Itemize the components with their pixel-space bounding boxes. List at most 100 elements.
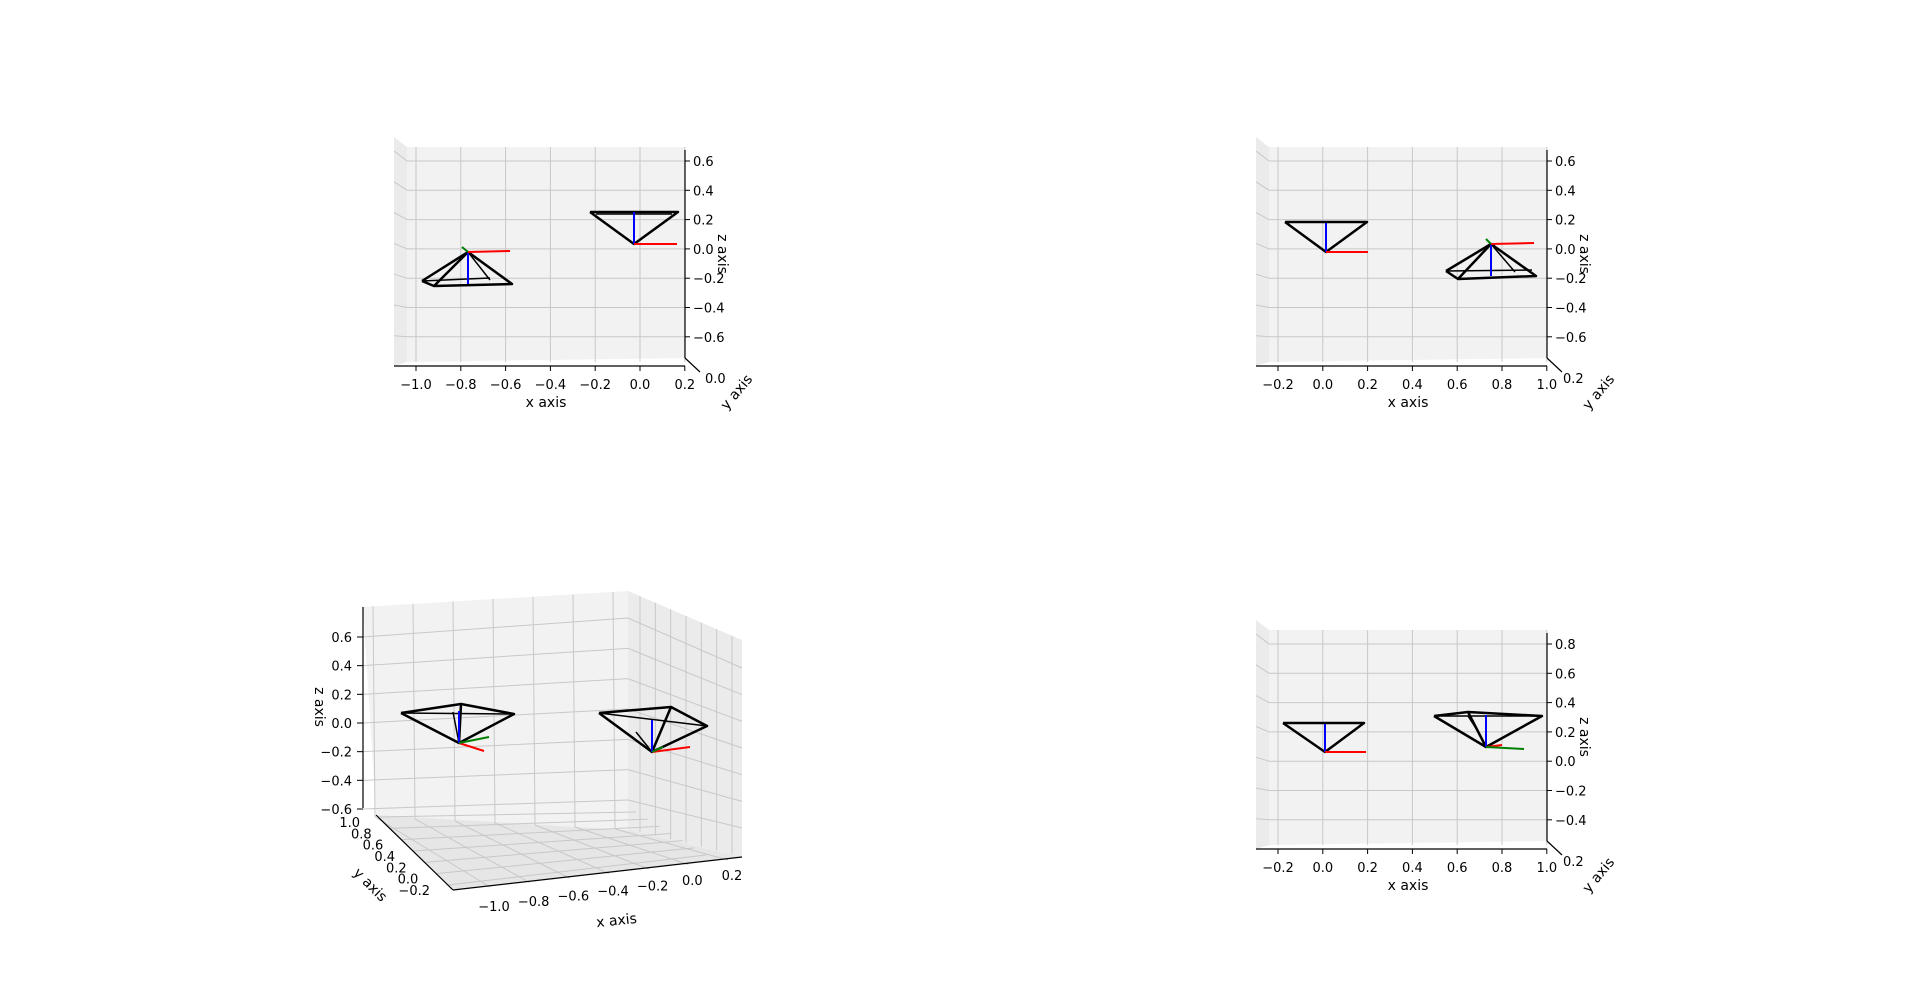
x-gridline-floor	[534, 824, 649, 870]
x-axis-label: x axis	[526, 395, 567, 411]
z-tick-labels: 0.6 0.4 0.2 0.0 −0.2 −0.4 −0.6	[693, 155, 725, 346]
x-tick-label: 0.8	[1492, 378, 1513, 393]
subplot-1: −1.0 −0.8 −0.6 −0.4 −0.2 0.0 0.2 0.60.40.20.0−…	[393, 137, 756, 413]
camera-y-arrow	[458, 736, 490, 744]
z-tick-label: −0.4	[1555, 814, 1587, 829]
side-gridline	[393, 304, 408, 308]
z-gridline	[362, 647, 629, 667]
side-gridline	[1255, 304, 1270, 308]
z-tick-label: 0.4	[693, 184, 714, 199]
z-gridline	[362, 617, 629, 638]
camera-y-arrow	[651, 746, 664, 753]
y-axis-line	[684, 357, 701, 373]
side-gridline	[393, 335, 408, 338]
subplot-2: −0.2 0.0 0.2 0.4 0.6 0.8 1.0 0.60.40.20.0−0.2−…	[1255, 137, 1618, 414]
x-axis-line	[452, 856, 743, 891]
side-gridline	[1255, 818, 1270, 821]
z-tick-label: −0.4	[1555, 302, 1587, 317]
y-tick-labels: 1.00.80.60.40.20.0−0.2	[339, 816, 430, 899]
z-axis-label: z axis	[311, 687, 327, 727]
y-gridline-floor	[389, 818, 648, 829]
camera-2	[598, 705, 709, 754]
x-tick-label: 1.0	[1536, 861, 1557, 876]
z-tick-label: −0.4	[693, 302, 725, 317]
x-tick-label: −0.6	[490, 378, 522, 393]
y-gridline-floor	[412, 833, 672, 852]
camera-x-arrow	[467, 250, 511, 253]
grid	[357, 591, 743, 888]
x-tick-label: −0.2	[579, 378, 611, 393]
x-tick-label: 0.2	[1357, 861, 1378, 876]
z-tick-label: −0.6	[1555, 331, 1587, 346]
y-gridline-floor	[447, 854, 707, 886]
pane-left	[1256, 620, 1269, 849]
pane-back	[1269, 630, 1547, 845]
subplot-4: −0.2 0.0 0.2 0.4 0.6 0.8 1.0 0.80.60.40.20.0−0…	[1255, 620, 1618, 896]
x-tick-label: −0.8	[518, 895, 550, 910]
y-tick-label: 0.8	[351, 827, 372, 842]
x-tick-label: 0.0	[1312, 861, 1333, 876]
x-tick-label: 0.0	[630, 378, 651, 393]
x-tick-label: 1.0	[1536, 378, 1557, 393]
x-tick-label: 0.0	[1312, 378, 1333, 393]
x-tick-label: 0.2	[722, 869, 743, 884]
z-tick-label: 0.8	[1555, 638, 1576, 653]
side-gridline	[1255, 335, 1270, 338]
side-gridline	[1255, 756, 1270, 762]
z-tick-label: −0.4	[320, 774, 352, 789]
x-tick-labels: −0.2 0.0 0.2 0.4 0.6 0.8 1.0	[1262, 861, 1557, 876]
y-gridline-floor	[436, 847, 695, 875]
x-gridline	[532, 596, 536, 826]
z-axis-label: z axis	[1576, 234, 1592, 274]
side-gridline	[1255, 242, 1270, 250]
y-tick-label: 0.0	[398, 873, 419, 888]
camera-x-arrow	[651, 746, 691, 753]
z-axis-label: z axis	[714, 234, 730, 274]
y-tick-label: 0.6	[363, 839, 384, 854]
side-gridline	[393, 212, 408, 221]
x-tick-label: 0.4	[1402, 861, 1423, 876]
z-gridline-side	[627, 678, 743, 722]
y-gridline-floor	[401, 825, 660, 841]
z-tick-labels: 0.8 0.6 0.4 0.2 0.0 −0.2 −0.4	[1555, 638, 1587, 829]
z-gridline	[362, 799, 629, 810]
z-gridline	[362, 738, 629, 753]
y-axis-label: y axis	[1580, 372, 1618, 414]
side-gridline	[393, 150, 408, 162]
y-axis-label: y axis	[350, 865, 390, 905]
y-gridline-floor	[377, 811, 637, 818]
z-tick-labels: 0.6 0.4 0.2 0.0 −0.2 −0.4 −0.6	[320, 631, 352, 818]
z-gridline	[362, 708, 629, 724]
x-gridline	[372, 605, 376, 818]
z-tick-label: −0.6	[320, 803, 352, 818]
z-tick-label: 0.0	[331, 717, 352, 732]
x-tick-label: −0.2	[637, 879, 669, 894]
y-tick-label: 0.4	[374, 850, 395, 865]
z-gridline	[362, 769, 629, 781]
z-tick-label: 0.6	[693, 155, 714, 170]
x-tick-label: 0.4	[1402, 378, 1423, 393]
y-tick-labels-overlapped: 0.2	[1563, 372, 1584, 387]
x-gridline	[572, 594, 576, 828]
camera-x-arrow	[458, 742, 485, 752]
z-tick-label: 0.6	[1555, 667, 1576, 682]
z-tick-label: −0.2	[320, 746, 352, 761]
x-tick-label: −1.0	[400, 378, 432, 393]
x-tick-label: −0.6	[558, 890, 590, 905]
z-axis-label: z axis	[1576, 717, 1592, 757]
side-gridline	[1255, 695, 1270, 704]
x-gridline-floor	[454, 820, 570, 879]
y-tick-label: 0.2	[386, 861, 407, 876]
x-tick-label: −0.4	[535, 378, 567, 393]
y-tick-labels-overlapped: 0.2	[1563, 855, 1584, 870]
y-axis-line	[375, 814, 454, 891]
z-tick-label: 0.0	[1555, 243, 1576, 258]
x-axis-label: x axis	[595, 911, 637, 931]
x-gridline-floor	[574, 826, 689, 865]
camera-1	[1284, 220, 1369, 254]
x-gridline	[452, 601, 456, 822]
camera-x-arrow	[1490, 242, 1535, 245]
x-tick-label: 0.2	[1357, 378, 1378, 393]
z-gridline-side	[627, 708, 743, 749]
